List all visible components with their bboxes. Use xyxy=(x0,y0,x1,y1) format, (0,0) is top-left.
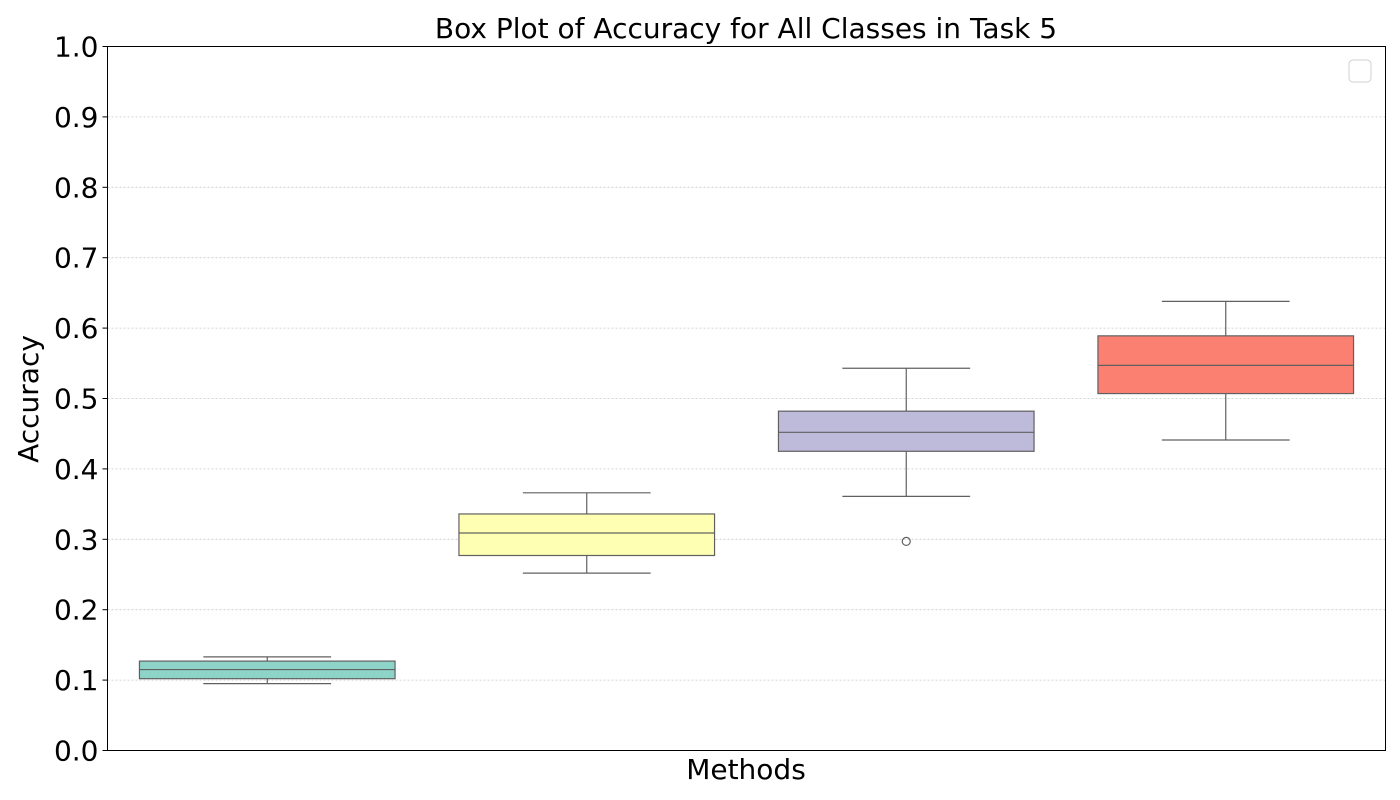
y-tick-label: 0.0 xyxy=(54,735,99,768)
iqr-box xyxy=(1097,335,1355,395)
y-tick-label: 0.7 xyxy=(54,242,99,275)
legend-empty xyxy=(1348,59,1372,83)
y-tick-label: 0.3 xyxy=(54,523,99,556)
box-4 xyxy=(1097,300,1355,441)
plot-area-frame xyxy=(107,46,1386,751)
x-axis-label: Methods xyxy=(686,753,806,786)
y-tick-label: 0.6 xyxy=(54,312,99,345)
y-tick-label: 0.8 xyxy=(54,171,99,204)
iqr-box xyxy=(458,513,716,557)
box-1 xyxy=(138,656,396,685)
y-tick-label: 1.0 xyxy=(54,31,99,64)
y-tick-label: 0.2 xyxy=(54,594,99,627)
y-tick-label: 0.1 xyxy=(54,664,99,697)
boxes xyxy=(138,300,1355,685)
box-3 xyxy=(777,367,1035,547)
gridlines xyxy=(107,116,1386,681)
y-axis-ticks: 0.0 0.1 0.2 0.3 0.4 0.5 0.6 0.7 0.8 0.9 1.0 xyxy=(54,31,108,768)
outlier-point xyxy=(901,536,911,547)
y-tick-label: 0.5 xyxy=(54,383,99,416)
y-tick-label: 0.9 xyxy=(54,101,99,134)
y-axis-label: Accuracy xyxy=(12,335,45,463)
box-2 xyxy=(458,492,716,574)
chart-title: Box Plot of Accuracy for All Classes in … xyxy=(435,12,1057,45)
iqr-box xyxy=(777,410,1035,452)
y-tick-label: 0.4 xyxy=(54,453,99,486)
